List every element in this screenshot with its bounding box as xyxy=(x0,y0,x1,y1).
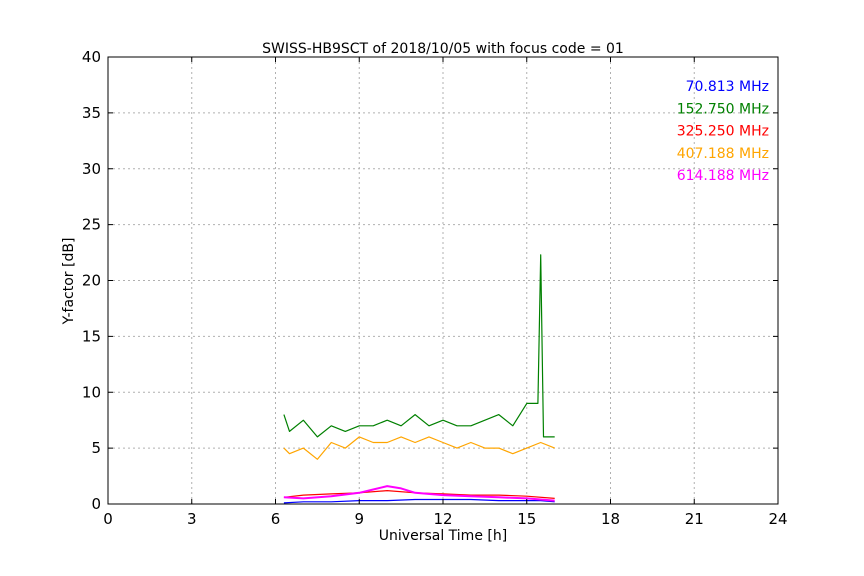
ticks: 0 3 6 9 12 15 18 21 24 0 5 10 15 20 25 30 35 40 xyxy=(82,48,788,528)
x-tick-label: 3 xyxy=(187,510,197,528)
x-tick-label: 24 xyxy=(768,510,787,528)
y-tick-label: 0 xyxy=(91,495,101,513)
y-tick-label: 10 xyxy=(82,383,101,401)
y-tick-label: 40 xyxy=(82,48,101,66)
legend: 70.813 MHz 152.750 MHz 325.250 MHz 407.188 … xyxy=(677,79,769,184)
legend-entry: 614.188 MHz xyxy=(677,168,769,184)
chart-title: SWISS-HB9SCT of 2018/10/05 with focus co… xyxy=(262,41,624,57)
x-tick-label: 12 xyxy=(433,510,452,528)
x-tick-label: 6 xyxy=(271,510,281,528)
series-group xyxy=(283,254,555,504)
legend-entry: 152.750 MHz xyxy=(677,101,769,117)
y-tick-label: 30 xyxy=(82,160,101,178)
series-line-407-188-mhz xyxy=(283,436,555,460)
legend-entry: 325.250 MHz xyxy=(677,124,769,140)
y-axis-label: Y-factor [dB] xyxy=(61,238,77,326)
y-tick-label: 25 xyxy=(82,216,101,234)
x-tick-label: 9 xyxy=(354,510,364,528)
y-tick-label: 15 xyxy=(82,327,101,345)
legend-entry: 407.188 MHz xyxy=(677,146,769,162)
y-tick-label: 35 xyxy=(82,104,101,122)
series-line-70-813-mhz xyxy=(283,498,555,504)
legend-entry: 70.813 MHz xyxy=(686,79,769,95)
x-axis-label: Universal Time [h] xyxy=(379,528,507,544)
series-line-152-750-mhz xyxy=(283,254,555,438)
x-tick-label: 18 xyxy=(601,510,620,528)
series-line-614-188-mhz xyxy=(283,485,555,502)
x-tick-label: 0 xyxy=(103,510,113,528)
x-tick-label: 15 xyxy=(517,510,536,528)
y-tick-label: 5 xyxy=(91,439,101,457)
x-tick-label: 21 xyxy=(685,510,704,528)
y-tick-label: 20 xyxy=(82,272,101,290)
